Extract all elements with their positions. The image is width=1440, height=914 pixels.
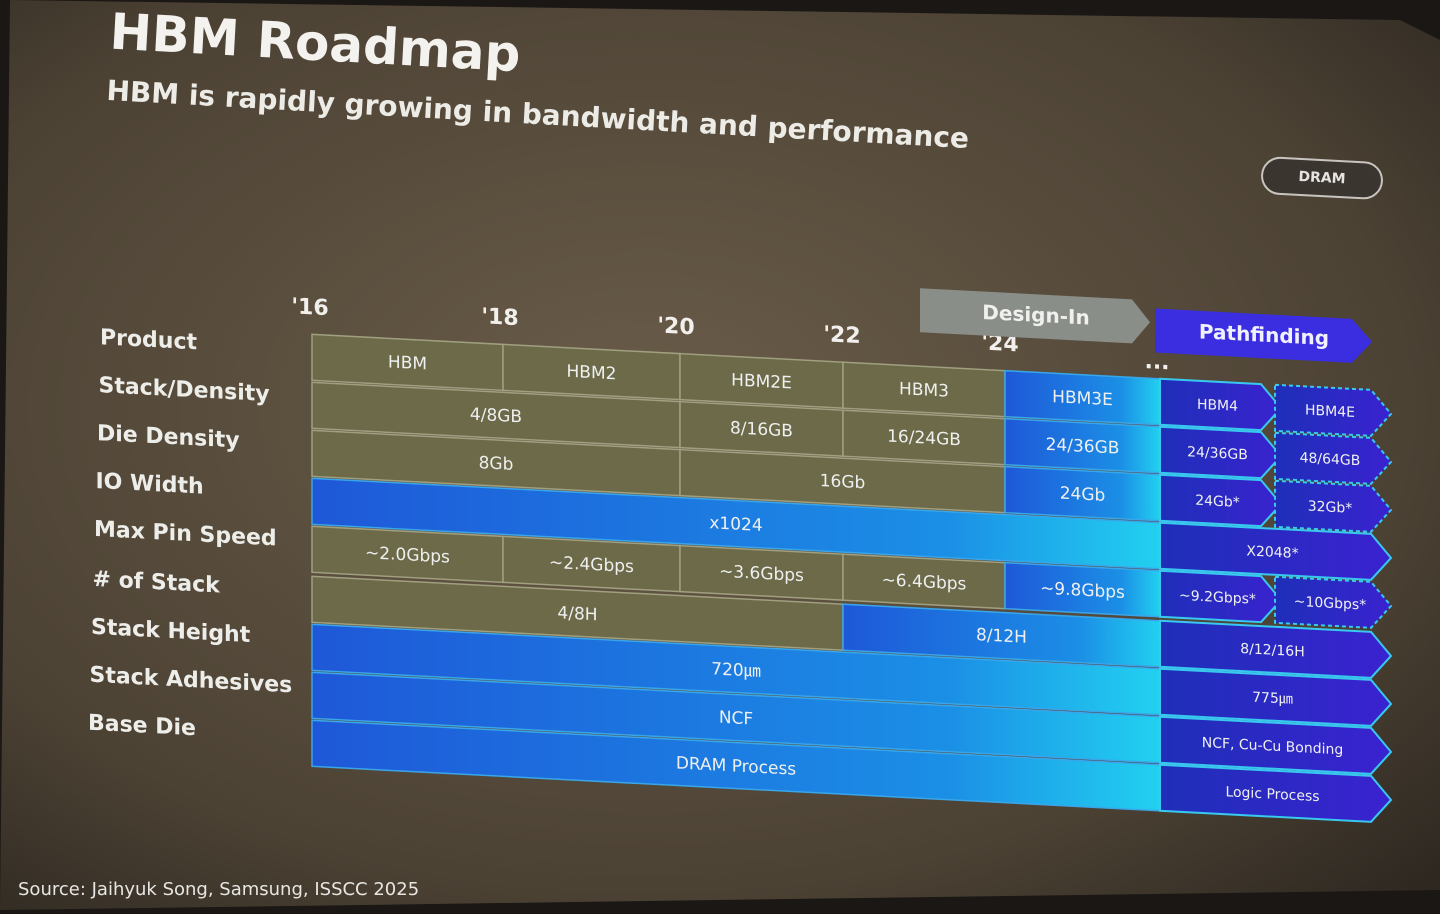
cell-text: ~9.8Gbps <box>1040 579 1125 603</box>
badge-frame <box>1261 156 1383 200</box>
cell-text: 24Gb* <box>1195 493 1240 511</box>
cell-text: HBM3E <box>1052 387 1113 410</box>
cell <box>1159 667 1393 727</box>
cell-text: HBM <box>388 352 427 374</box>
cell <box>1274 575 1393 629</box>
cell-text: 24Gb <box>1060 484 1106 506</box>
cell <box>1159 377 1283 432</box>
cell <box>1159 521 1393 581</box>
cell-text: ~6.4Gbps <box>882 570 967 594</box>
cell-text: HBM2E <box>731 370 792 393</box>
cell-text: ~2.4Gbps <box>549 553 634 577</box>
cell-text: ~2.0Gbps <box>365 543 450 567</box>
cell-text: Logic Process <box>1225 784 1319 805</box>
year-label: '18 <box>481 304 518 331</box>
cell-text: 8/12/16H <box>1240 641 1304 660</box>
phase-label: Design-In <box>982 300 1089 330</box>
year-label: '22 <box>823 322 860 349</box>
cell-text: 32Gb* <box>1308 499 1353 517</box>
cell-text: x1024 <box>709 513 762 536</box>
source: Source: Jaihyuk Song, Samsung, ISSCC 202… <box>18 879 419 900</box>
cell-text: 8Gb <box>479 453 514 475</box>
cell-text: 4/8H <box>557 603 597 625</box>
year-label: ... <box>1144 349 1169 375</box>
cell-text: ~3.6Gbps <box>719 562 804 586</box>
cell-text: 775㎛ <box>1252 690 1293 708</box>
cell <box>1274 479 1393 533</box>
cell-text: 8/16GB <box>730 418 793 441</box>
cell <box>1159 763 1393 823</box>
cell-text: X2048* <box>1246 543 1298 562</box>
cell-text: 24/36GB <box>1046 435 1120 459</box>
row-label: Product <box>100 325 197 355</box>
cell-text: NCF <box>719 708 753 730</box>
phase-arrow <box>920 288 1150 344</box>
cell <box>1274 383 1393 437</box>
cell-text: 48/64GB <box>1300 450 1361 469</box>
cell <box>1159 425 1283 480</box>
cell <box>1159 715 1393 775</box>
cell-text: 8/12H <box>976 625 1027 648</box>
cell <box>1159 619 1393 679</box>
cell <box>1274 431 1393 485</box>
cell-text: NCF, Cu-Cu Bonding <box>1202 735 1343 758</box>
cell <box>1159 473 1283 528</box>
cell-text: 16/24GB <box>887 426 961 450</box>
cell-text: 24/36GB <box>1187 444 1248 463</box>
badge: DRAM <box>1298 169 1346 187</box>
phase-arrow <box>1155 308 1372 363</box>
cell-text: 4/8GB <box>470 405 522 428</box>
cell-text: HBM4E <box>1305 402 1355 421</box>
cell-text: ~9.2Gbps* <box>1179 588 1256 608</box>
cell-text: HBM4 <box>1197 397 1238 415</box>
cell-text: HBM2 <box>567 362 617 385</box>
row-label: IO Width <box>96 469 204 500</box>
cell-text: 720㎛ <box>711 659 760 682</box>
cell-text: 16Gb <box>820 471 866 493</box>
cell-text: ~10Gbps* <box>1294 594 1366 614</box>
year-label: '16 <box>291 294 328 321</box>
cell <box>1159 569 1283 624</box>
row-label: Base Die <box>88 711 196 742</box>
cell-text: HBM3 <box>899 379 949 402</box>
year-label: '20 <box>657 313 694 340</box>
